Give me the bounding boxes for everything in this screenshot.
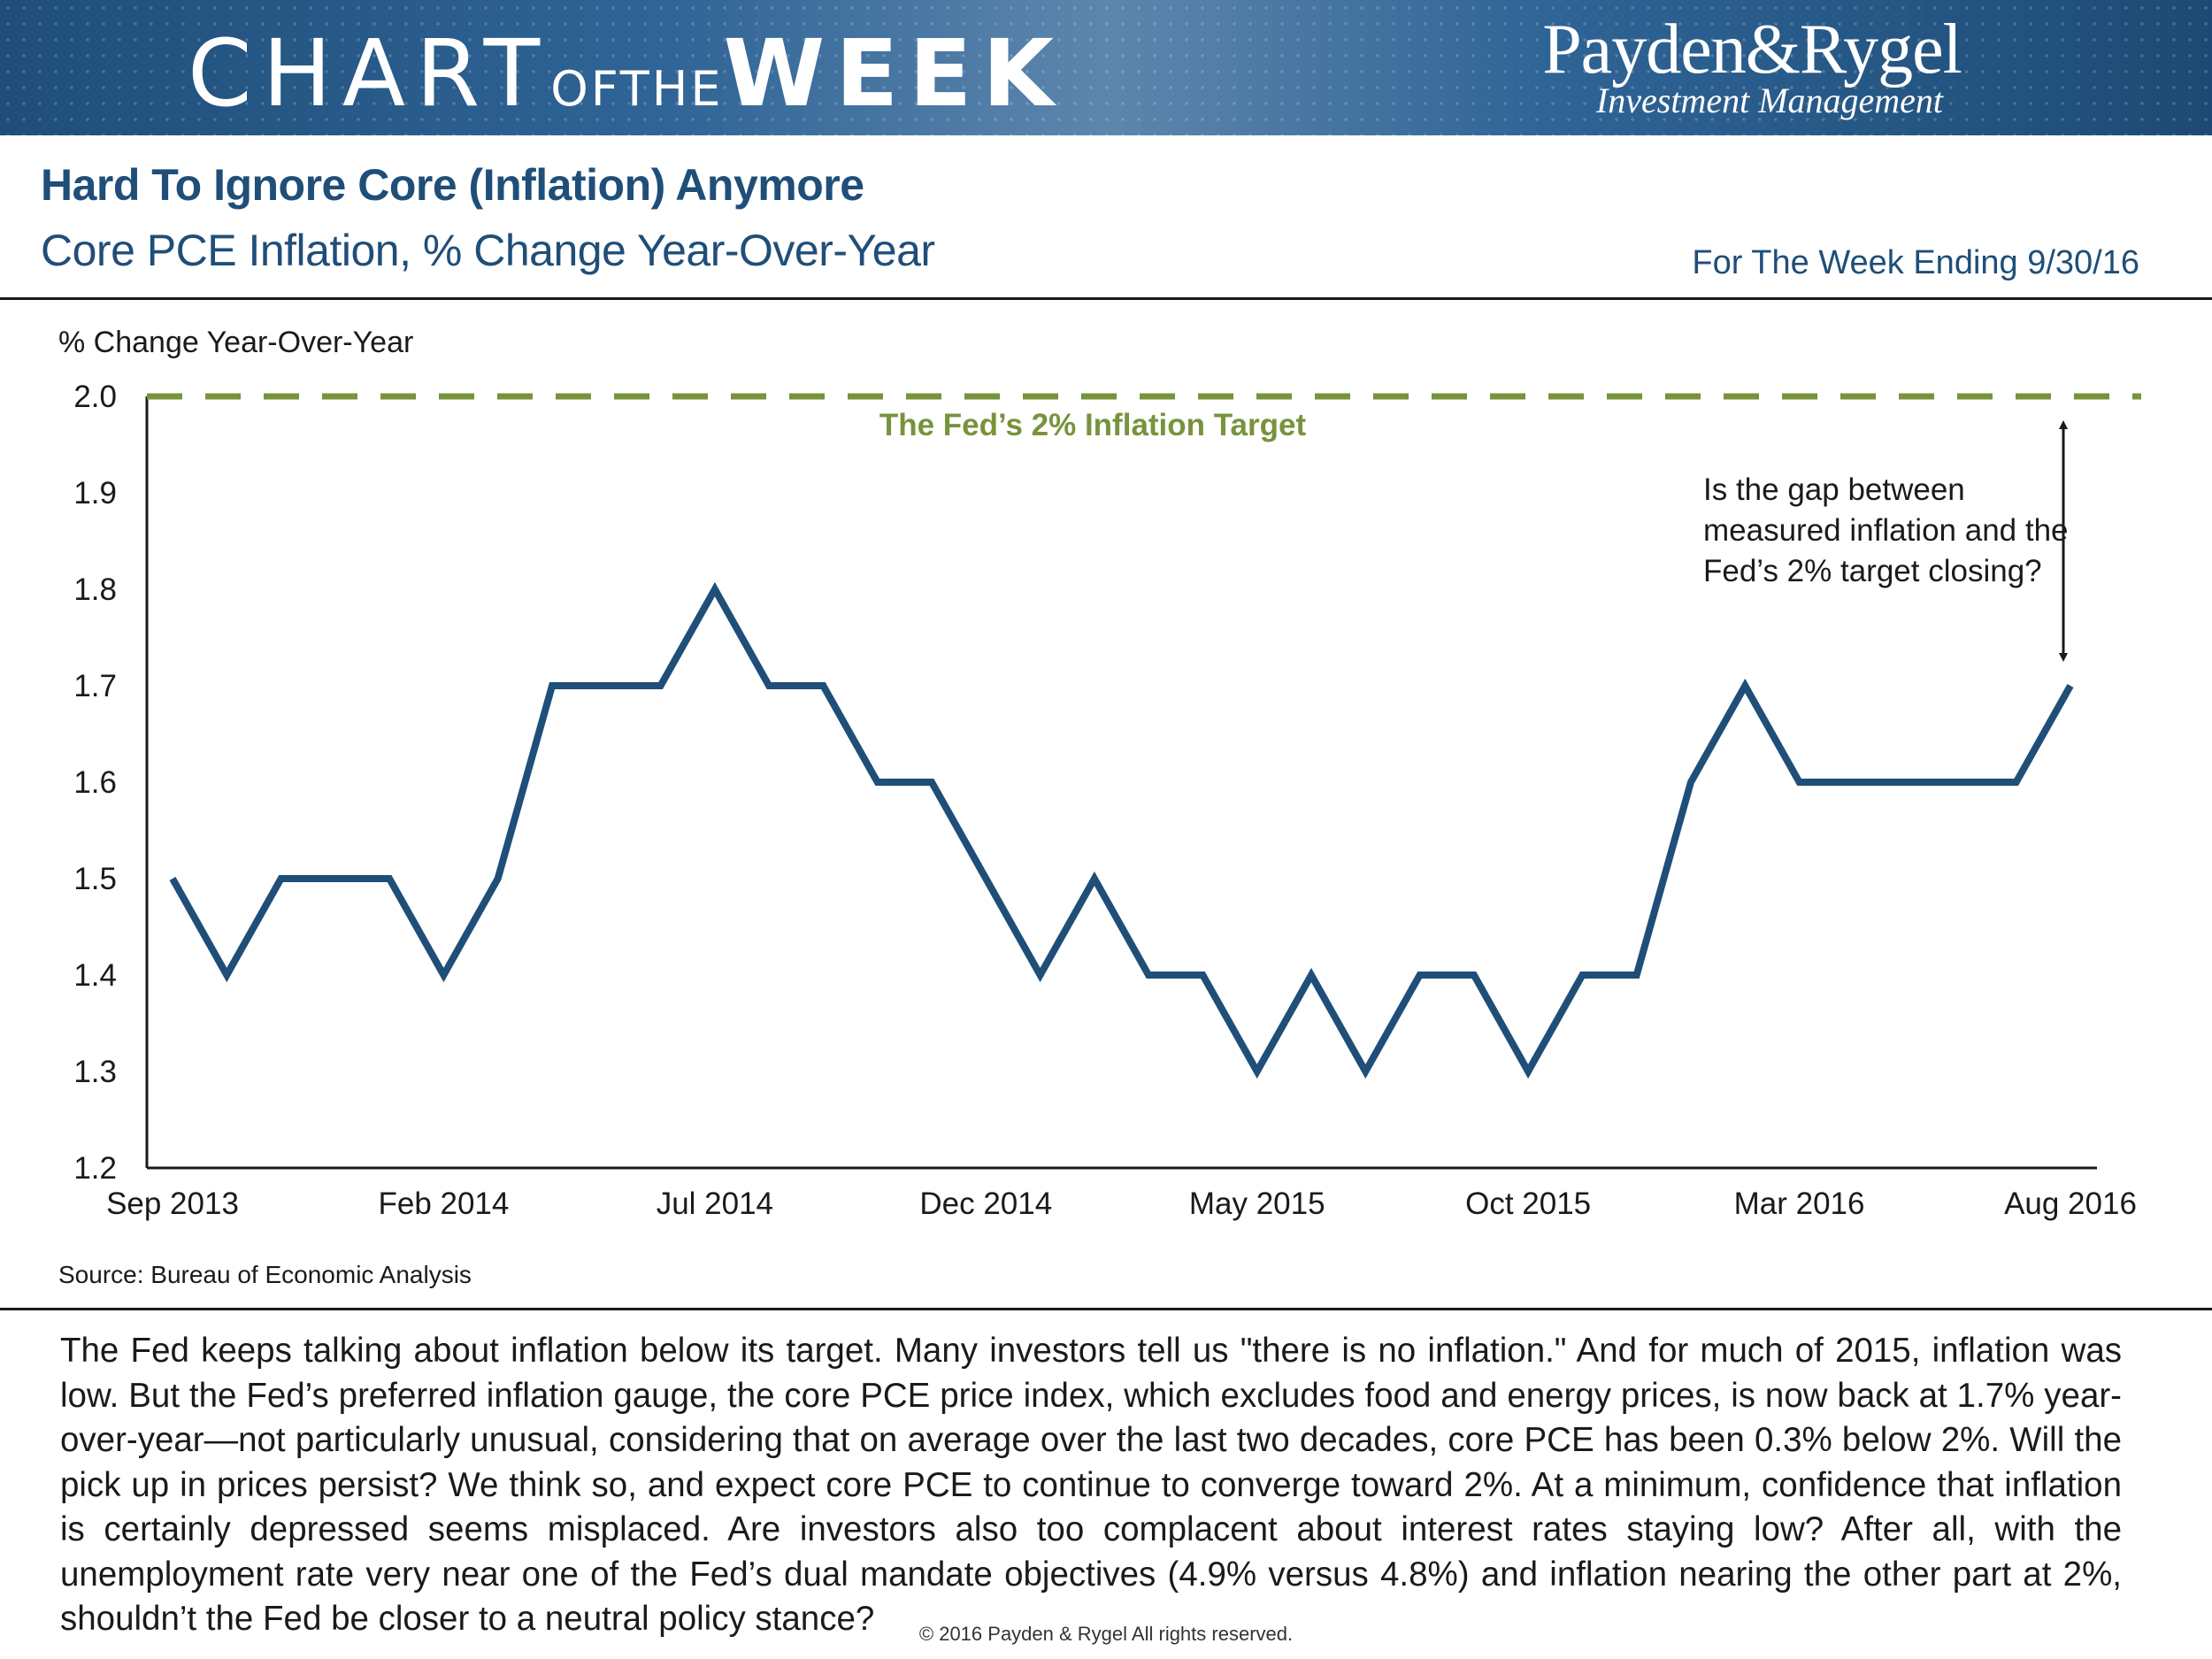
page-title: Hard To Ignore Core (Inflation) Anymore <box>41 160 864 210</box>
y-axis-ticks: 2.0 1.9 1.8 1.7 1.6 1.5 1.4 1.3 1.2 <box>73 380 117 1186</box>
source-note: Source: Bureau of Economic Analysis <box>58 1261 472 1288</box>
y-tick-label: 2.0 <box>73 380 117 414</box>
week-ending-date: For The Week Ending 9/30/16 <box>1692 244 2139 281</box>
annotation-line: Fed’s 2% target closing? <box>1703 554 2042 588</box>
annotation-line: measured inflation and the <box>1703 513 2069 548</box>
brand-name: Payden&Rygel <box>1542 11 1962 88</box>
commentary-text: The Fed keeps talking about inflation be… <box>60 1332 2122 1638</box>
y-tick-label: 1.8 <box>73 572 117 607</box>
y-tick-label: 1.6 <box>73 765 117 800</box>
x-tick-label: Jul 2014 <box>657 1187 773 1221</box>
x-axis-ticks: Sep 2013 Feb 2014 Jul 2014 Dec 2014 May 2015… <box>106 1187 2137 1221</box>
y-tick-label: 1.9 <box>73 476 117 511</box>
banner-title-chart: CHART <box>188 19 551 127</box>
banner: CHARTOFTHEWEEK Payden&Rygel Investment M… <box>0 0 2212 135</box>
series-line <box>169 581 2074 1079</box>
x-tick-label: Dec 2014 <box>919 1187 1052 1221</box>
annotation-line: Is the gap between <box>1703 472 1965 507</box>
banner-dot-pattern <box>0 0 2212 135</box>
y-tick-label: 1.7 <box>73 669 117 703</box>
top-divider <box>0 297 2212 300</box>
bottom-divider <box>0 1308 2212 1310</box>
brand-logo: Payden&Rygel Investment Management <box>1504 12 2000 119</box>
x-tick-label: May 2015 <box>1189 1187 1325 1221</box>
y-tick-label: 1.2 <box>73 1151 117 1186</box>
y-tick-label: 1.3 <box>73 1055 117 1089</box>
gap-annotation: Is the gap between measured inflation and… <box>1703 420 2069 662</box>
line-chart: % Change Year-Over-Year 2.0 1.9 1.8 1.7 1.6 1… <box>58 326 2141 1221</box>
x-tick-label: Aug 2016 <box>2004 1187 2137 1221</box>
page-subtitle: Core PCE Inflation, % Change Year-Over-Y… <box>41 226 935 275</box>
brand-tagline: Investment Management <box>1595 81 1944 120</box>
x-tick-label: Oct 2015 <box>1465 1187 1591 1221</box>
y-axis-label: % Change Year-Over-Year <box>58 326 413 359</box>
series-core-pce <box>169 581 2074 1079</box>
banner-title-ofthe: OFTHE <box>550 61 724 117</box>
copyright-notice: © 2016 Payden & Rygel All rights reserve… <box>918 1623 1294 1645</box>
x-tick-label: Mar 2016 <box>1734 1187 1865 1221</box>
banner-title: CHARTOFTHEWEEK <box>188 19 1064 127</box>
x-tick-label: Sep 2013 <box>106 1187 239 1221</box>
y-tick-label: 1.5 <box>73 862 117 896</box>
x-tick-label: Feb 2014 <box>378 1187 509 1221</box>
fed-target-label: The Fed’s 2% Inflation Target <box>879 408 1307 442</box>
y-tick-label: 1.4 <box>73 958 117 993</box>
banner-title-week: WEEK <box>723 19 1064 127</box>
